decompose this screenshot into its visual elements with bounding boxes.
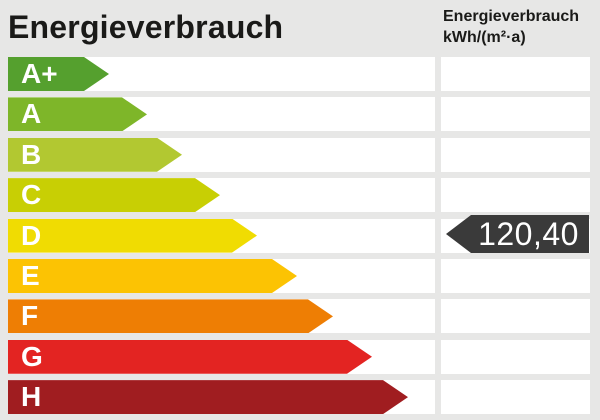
class-arrow: A [8,97,147,131]
class-label: F [21,300,39,332]
unit-header: Energieverbrauch kWh/(m²·a) [443,6,579,48]
scale-row-h: H [0,380,600,415]
row-value-cell [441,380,590,415]
row-value-cell [441,299,590,334]
row-value-cell [441,137,590,172]
class-arrow: C [8,178,220,212]
class-label: D [21,219,42,251]
scale-row-a: A [0,97,600,132]
page-title: Energieverbrauch [8,9,284,45]
unit-header-subtitle: kWh/(m²·a) [443,29,526,46]
class-arrow: A+ [8,57,109,91]
scale-row-a-plus: A+ [0,57,600,91]
row-value-cell [441,57,590,91]
class-arrow: E [8,259,297,293]
reading-value: 120,40 [478,216,579,252]
class-label: B [21,138,42,170]
class-arrow: B [8,138,182,172]
unit-header-title: Energieverbrauch [443,8,580,25]
row-value-cell [441,258,590,293]
reading-badge: 120,40 [446,215,589,253]
class-label: E [21,259,40,291]
row-value-cell [441,339,590,374]
energy-scale: A+ A B C D E F G H [0,57,600,415]
class-label: H [21,381,42,413]
class-arrow: F [8,299,333,333]
scale-row-c: C [0,178,600,213]
row-value-cell [441,178,590,213]
class-label: C [21,179,42,211]
scale-row-f: F [0,299,600,334]
class-label: G [21,340,43,372]
class-arrow: H [8,380,408,414]
row-value-cell [441,97,590,132]
class-label: A [21,98,42,130]
class-arrow: D [8,219,257,253]
scale-row-b: B [0,137,600,172]
scale-row-e: E [0,258,600,293]
class-arrow: G [8,340,372,374]
class-label: A+ [21,58,58,89]
scale-row-g: G [0,339,600,374]
